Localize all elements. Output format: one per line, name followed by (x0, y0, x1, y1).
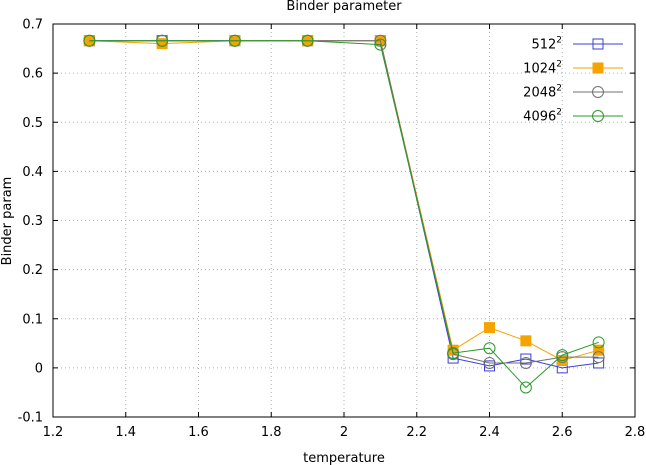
x-tick-label: 1.6 (188, 425, 209, 440)
series-line-4096 (89, 40, 599, 389)
data-point-512 (520, 353, 532, 365)
data-point-1024 (484, 322, 495, 334)
x-tick-label: 2 (340, 425, 348, 440)
data-point-4096 (447, 347, 460, 360)
x-tick-label: 2.8 (625, 425, 646, 440)
x-tick-label: 2.2 (406, 425, 427, 440)
y-tick-label: -0.1 (18, 411, 43, 426)
y-tick-label: 0.1 (22, 312, 43, 327)
legend-marker (592, 38, 604, 50)
chart-title: Binder parameter (286, 0, 402, 14)
y-tick-label: 0.6 (22, 67, 43, 82)
legend-label: 10242 (523, 60, 562, 77)
data-point-2048 (592, 351, 605, 364)
legend-item-4096: 40962 (523, 108, 623, 125)
x-tick-label: 1.4 (115, 425, 136, 440)
series-layer (83, 34, 605, 394)
data-point-4096 (374, 38, 387, 51)
legend-label: 20482 (523, 84, 562, 101)
legend-marker (592, 110, 604, 122)
data-point-1024 (156, 38, 168, 50)
y-tick-label: 0.7 (22, 18, 43, 33)
data-point-4096 (301, 34, 314, 47)
legend: 5122 10242 20482 40962 (523, 36, 623, 125)
y-axis-title: Binder param (0, 177, 15, 266)
y-tick-label: 0.4 (22, 165, 43, 180)
data-point-512 (593, 357, 605, 369)
data-point-2048 (483, 356, 496, 369)
data-point-2048 (519, 356, 532, 369)
legend-label: 5122 (531, 36, 562, 53)
data-point-1024 (520, 335, 532, 347)
data-point-4096 (556, 349, 569, 362)
legend-item-2048: 20482 (523, 84, 623, 101)
x-tick-label: 2.6 (552, 425, 573, 440)
data-point-4096 (83, 34, 96, 47)
axes-layer: 1.2 1.4 1.6 1.8 2 2.2 2.4 2.6 2.8 -0.1 0 0.1 0.2 0.3 0… (18, 18, 646, 441)
legend-marker (592, 86, 604, 98)
data-point-4096 (228, 34, 241, 47)
x-tick-label: 1.8 (261, 425, 282, 440)
y-tick-label: 0.5 (22, 116, 43, 131)
legend-label: 40962 (523, 108, 562, 125)
plot-frame (52, 23, 636, 418)
legend-item-1024: 10242 (523, 60, 623, 77)
x-tick-label: 1.2 (43, 425, 64, 440)
data-point-4096 (519, 381, 532, 394)
series-4096 (83, 34, 605, 394)
x-axis-title: temperature (303, 451, 385, 465)
data-point-4096 (156, 34, 169, 47)
x-tick-label: 2.4 (479, 425, 500, 440)
y-tick-label: 0 (35, 361, 43, 376)
legend-marker (592, 62, 604, 74)
y-tick-label: 0.2 (22, 263, 43, 278)
y-tick-label: 0.3 (22, 214, 43, 229)
data-point-4096 (483, 342, 496, 355)
grid-layer (53, 24, 635, 417)
legend-item-512: 5122 (531, 36, 623, 53)
data-point-4096 (592, 336, 605, 349)
data-point-1024 (593, 344, 605, 356)
